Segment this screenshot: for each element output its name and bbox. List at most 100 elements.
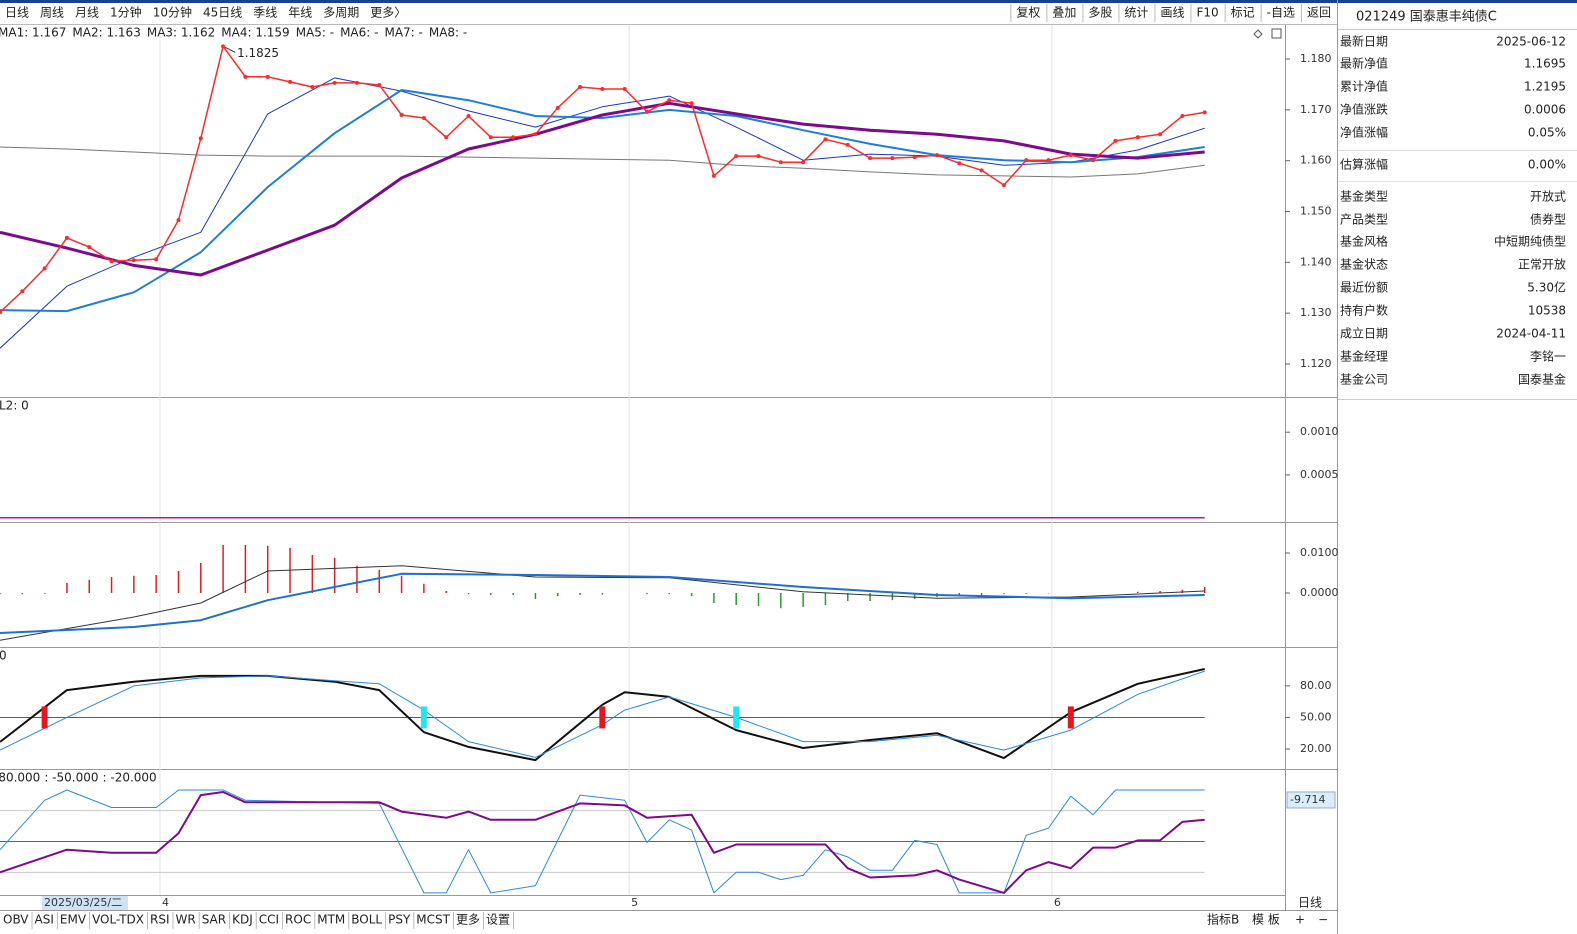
indicator-tab[interactable]: ASI xyxy=(35,913,54,927)
hist-bar xyxy=(713,593,715,603)
period-tab[interactable]: 45日线 xyxy=(203,6,242,20)
series-line xyxy=(0,789,1205,894)
hist-bar xyxy=(378,569,381,593)
y-tick-label: 1.130 xyxy=(1300,306,1332,319)
icon-diamond[interactable] xyxy=(1253,29,1263,39)
y-tick-label: 20.00 xyxy=(1300,742,1332,755)
data-point xyxy=(734,154,739,159)
icon-window[interactable] xyxy=(1271,28,1282,39)
info-value: 1.2195 xyxy=(1524,80,1566,94)
hist-bar xyxy=(579,593,581,595)
hist-bar xyxy=(177,571,180,593)
hist-bar xyxy=(780,593,782,609)
sell-signal xyxy=(420,706,427,729)
hist-bar xyxy=(824,593,827,605)
series-line xyxy=(0,791,1205,894)
indicator-tab[interactable]: SAR xyxy=(202,913,226,927)
data-point xyxy=(64,235,69,240)
indicator-tab[interactable]: 设置 xyxy=(486,913,510,927)
data-point xyxy=(756,154,761,159)
hist-bar xyxy=(200,563,202,593)
period-tab[interactable]: 10分钟 xyxy=(153,5,192,20)
period-tab[interactable]: 更多〉 xyxy=(370,6,406,20)
indicator-tab[interactable]: BOLL xyxy=(351,913,382,927)
indicator-tab[interactable]: MTM xyxy=(317,913,345,927)
y-tick-label: 0.0010 xyxy=(1300,425,1339,438)
indicator-tab[interactable]: RSI xyxy=(150,913,170,927)
info-value: 开放式 xyxy=(1530,189,1566,204)
data-point xyxy=(87,245,92,250)
period-tab[interactable]: 周线 xyxy=(40,6,64,20)
toolbar-button[interactable]: -自选 xyxy=(1267,6,1295,20)
indicator-tab[interactable]: OBV xyxy=(3,913,29,927)
x-tick-label: 4 xyxy=(162,896,169,909)
toolbar-button[interactable]: 返回 xyxy=(1307,6,1331,20)
panel-label: 0 xyxy=(0,649,7,663)
chart-icons[interactable] xyxy=(1253,28,1282,39)
info-key: 最近份额 xyxy=(1340,281,1388,295)
info-value: 0.0006 xyxy=(1524,103,1566,117)
bottom-button[interactable]: − xyxy=(1318,913,1328,927)
cursor-box xyxy=(42,896,128,910)
indicator-tab[interactable]: KDJ xyxy=(232,913,253,927)
toolbar-button[interactable]: 统计 xyxy=(1124,6,1148,20)
bottom-button[interactable]: + xyxy=(1295,913,1305,927)
toolbar-button[interactable]: 多股 xyxy=(1088,6,1112,20)
series-line xyxy=(0,101,1205,277)
period-tab[interactable]: 月线 xyxy=(75,6,99,20)
hist-bar xyxy=(467,593,470,595)
hist-bar xyxy=(110,577,113,593)
data-point xyxy=(979,168,984,173)
indicator-tab[interactable]: EMV xyxy=(60,913,87,927)
data-point xyxy=(957,161,962,166)
buy-signal xyxy=(599,706,606,729)
period-tab[interactable]: 1分钟 xyxy=(110,5,142,20)
info-key: 基金公司 xyxy=(1340,372,1388,387)
hist-bar xyxy=(88,579,90,593)
toolbar-button[interactable]: 叠加 xyxy=(1052,6,1076,20)
data-point xyxy=(1202,110,1207,115)
indicator-tab[interactable]: PSY xyxy=(388,913,411,927)
hist-bar xyxy=(333,557,336,593)
buy-signal xyxy=(1067,706,1074,729)
bottom-button[interactable]: 指标B xyxy=(1207,912,1239,927)
legend-entry: MA2: 1.163 xyxy=(72,26,140,40)
period-tab[interactable]: 日线 xyxy=(5,6,29,20)
hist-bar xyxy=(222,545,224,593)
series-line xyxy=(0,565,1205,641)
data-point xyxy=(0,310,2,315)
period-tab[interactable]: 年线 xyxy=(288,6,312,20)
legend-entry: MA5: - xyxy=(296,26,334,40)
indicator-tab[interactable]: VOL-TDX xyxy=(92,913,144,927)
period-tab[interactable]: 多周期 xyxy=(323,6,359,20)
indicator-tab[interactable]: CCI xyxy=(259,913,279,927)
data-point xyxy=(845,142,850,147)
indicator-tab[interactable]: 更多 xyxy=(456,913,480,927)
top-stripe xyxy=(0,0,1577,3)
data-point xyxy=(1180,113,1185,118)
data-point xyxy=(1001,183,1006,188)
toolbar-button[interactable]: 画线 xyxy=(1160,6,1184,20)
info-key: 基金经理 xyxy=(1340,349,1388,364)
info-value: 5.30亿 xyxy=(1527,280,1566,295)
info-key: 净值涨跌 xyxy=(1340,102,1388,117)
data-point xyxy=(934,153,939,158)
legend-entry: MA7: - xyxy=(384,26,422,40)
toolbar-button[interactable]: 复权 xyxy=(1016,6,1040,20)
indicator-tab[interactable]: WR xyxy=(176,913,196,927)
hist-bar xyxy=(0,593,1,595)
hist-bar xyxy=(1203,587,1206,593)
period-tab[interactable]: 季线 xyxy=(253,6,277,20)
toolbar-button[interactable]: F10 xyxy=(1196,6,1218,20)
indicator-tab[interactable]: MCST xyxy=(416,913,450,927)
current-box xyxy=(1286,791,1336,809)
hist-bar xyxy=(735,593,737,605)
hist-bar xyxy=(43,593,46,594)
bottom-button[interactable]: 模 板 xyxy=(1252,913,1280,927)
panel-label: -80.000 xyxy=(0,771,40,785)
toolbar-button[interactable]: 标记 xyxy=(1231,6,1255,20)
info-value: 10538 xyxy=(1528,304,1566,318)
y-tick-label: 0.0100 xyxy=(1300,546,1339,559)
indicator-tab[interactable]: ROC xyxy=(285,913,311,927)
hist-bar xyxy=(690,593,693,597)
